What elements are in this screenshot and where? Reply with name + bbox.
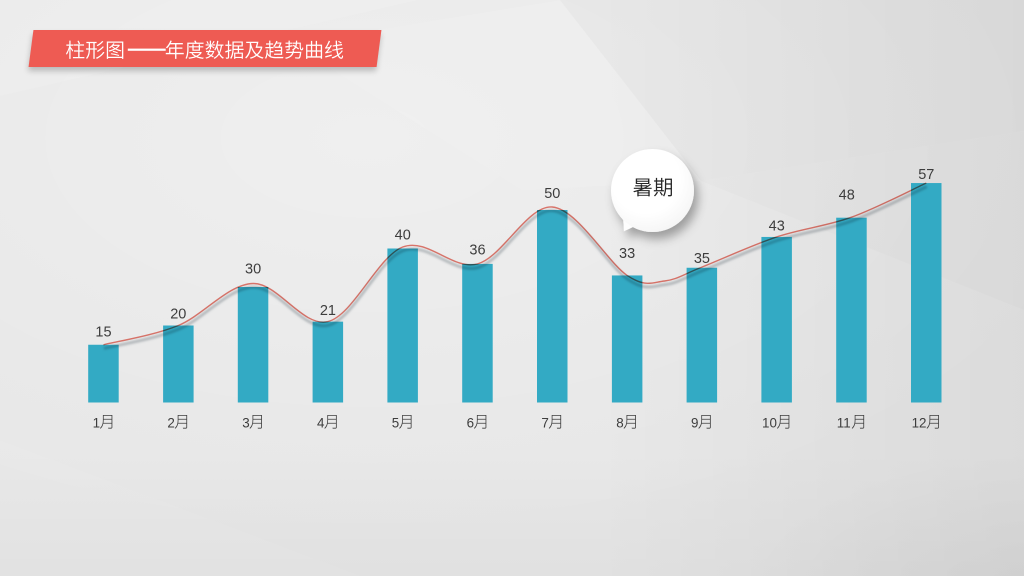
svg-text:15: 15 (95, 324, 111, 340)
svg-text:3: 3 (242, 416, 249, 431)
svg-text:40: 40 (395, 228, 411, 244)
svg-text:10: 10 (762, 416, 777, 431)
svg-text:35: 35 (694, 251, 710, 267)
svg-text:33: 33 (619, 246, 635, 262)
svg-text:1: 1 (93, 416, 100, 431)
svg-text:12: 12 (912, 416, 927, 431)
svg-text:57: 57 (918, 167, 934, 183)
svg-text:4: 4 (317, 416, 325, 431)
svg-text:11: 11 (837, 416, 851, 431)
svg-text:20: 20 (170, 307, 186, 323)
svg-text:48: 48 (839, 187, 855, 203)
svg-text:30: 30 (245, 261, 261, 277)
svg-text:2: 2 (167, 416, 174, 431)
svg-text:8: 8 (616, 416, 623, 431)
svg-text:6: 6 (467, 416, 474, 431)
svg-text:9: 9 (691, 416, 698, 431)
svg-text:50: 50 (544, 186, 560, 202)
svg-text:43: 43 (769, 219, 785, 235)
svg-text:21: 21 (320, 303, 336, 319)
svg-text:36: 36 (469, 243, 485, 259)
svg-text:5: 5 (392, 416, 399, 431)
svg-text:7: 7 (541, 416, 548, 431)
